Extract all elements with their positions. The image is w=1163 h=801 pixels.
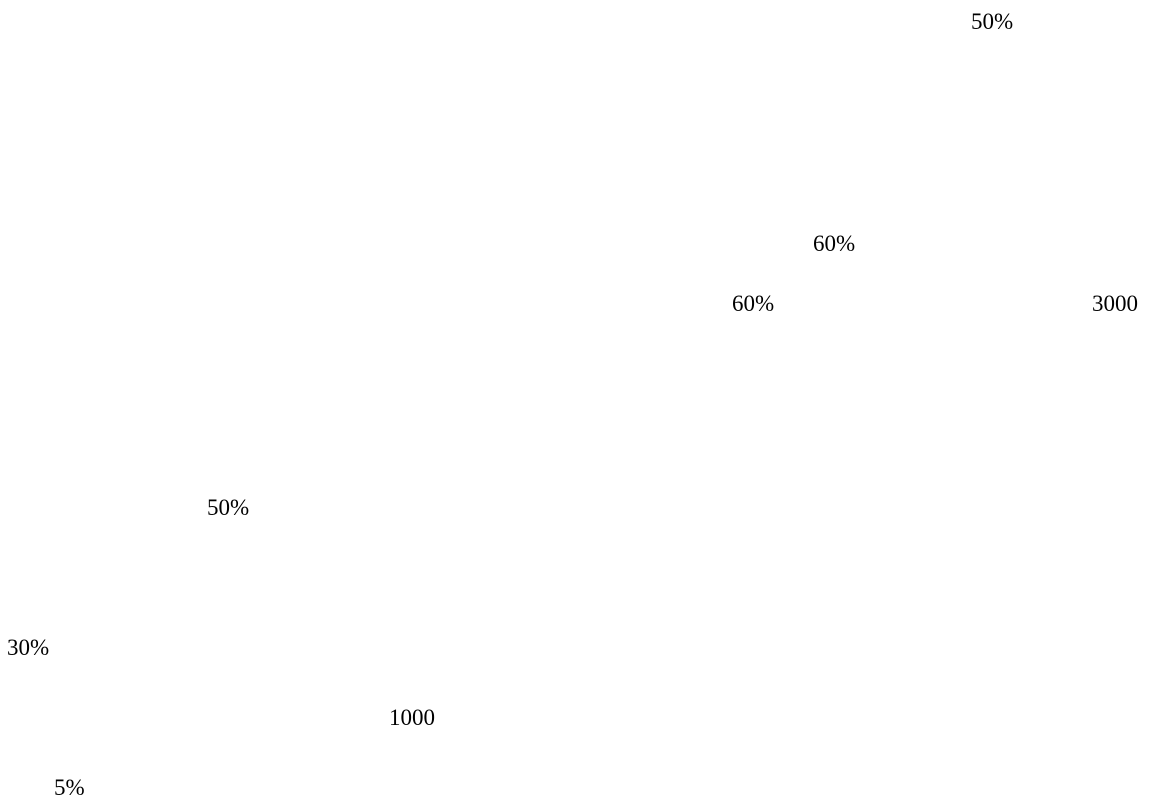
value-label-5-percent: 5% [54,775,85,800]
value-label-50-percent-top: 50% [971,9,1014,34]
value-label-1000: 1000 [389,705,435,730]
value-label-60-percent-lower: 60% [732,291,775,316]
value-label-60-percent-upper: 60% [813,231,856,256]
value-label-3000: 3000 [1092,291,1138,316]
value-label-30-percent: 30% [7,635,50,660]
value-label-50-percent-middle: 50% [207,495,250,520]
